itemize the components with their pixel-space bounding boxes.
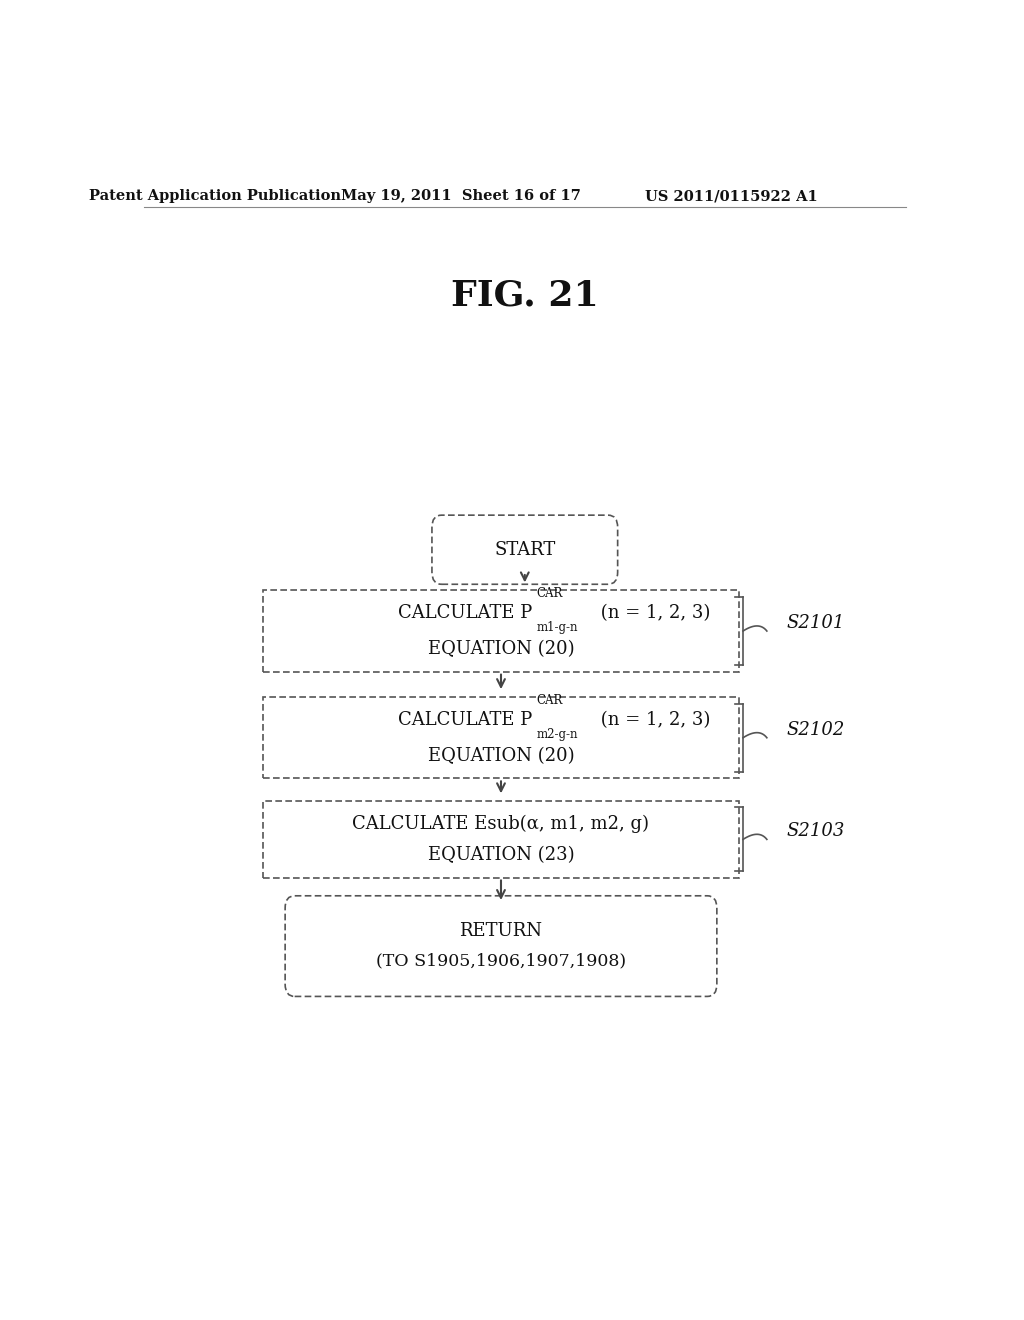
Text: S2103: S2103: [786, 822, 845, 841]
Text: S2101: S2101: [786, 614, 845, 632]
Text: CALCULATE P: CALCULATE P: [397, 605, 532, 622]
Text: May 19, 2011  Sheet 16 of 17: May 19, 2011 Sheet 16 of 17: [341, 189, 582, 203]
Text: (n = 1, 2, 3): (n = 1, 2, 3): [595, 711, 710, 729]
Text: FIG. 21: FIG. 21: [451, 279, 599, 313]
Text: (TO S1905,1906,1907,1908): (TO S1905,1906,1907,1908): [376, 953, 626, 970]
Text: EQUATION (20): EQUATION (20): [428, 747, 574, 764]
Text: CAR: CAR: [537, 694, 563, 708]
Text: S2102: S2102: [786, 721, 845, 739]
Bar: [263, 801, 739, 878]
Text: EQUATION (20): EQUATION (20): [428, 640, 574, 657]
Text: START: START: [495, 541, 555, 558]
Text: RETURN: RETURN: [460, 921, 543, 940]
Bar: [263, 697, 739, 779]
Text: CALCULATE P: CALCULATE P: [397, 711, 532, 729]
Bar: [263, 590, 739, 672]
Text: CALCULATE Esub(α, m1, m2, g): CALCULATE Esub(α, m1, m2, g): [352, 814, 649, 833]
Text: US 2011/0115922 A1: US 2011/0115922 A1: [645, 189, 817, 203]
Text: m1-g-n: m1-g-n: [537, 620, 579, 634]
FancyBboxPatch shape: [432, 515, 617, 585]
Text: Patent Application Publication: Patent Application Publication: [89, 189, 341, 203]
Text: CAR: CAR: [537, 587, 563, 601]
Text: (n = 1, 2, 3): (n = 1, 2, 3): [595, 605, 710, 622]
FancyBboxPatch shape: [285, 896, 717, 997]
Text: EQUATION (23): EQUATION (23): [428, 846, 574, 863]
Text: m2-g-n: m2-g-n: [537, 727, 579, 741]
